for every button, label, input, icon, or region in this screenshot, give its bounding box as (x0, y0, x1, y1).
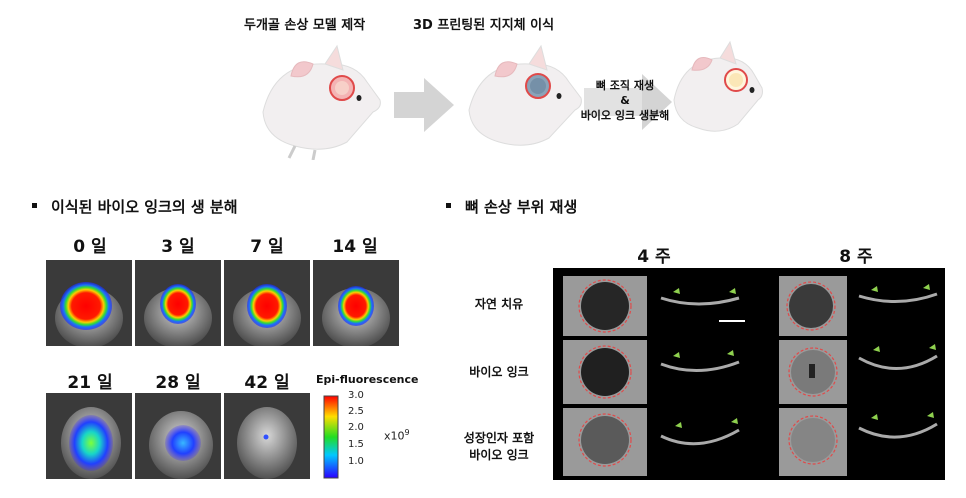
panel-day-21 (46, 393, 132, 479)
row-label-growthfactor-line2: 바이오 잉크 (469, 448, 529, 462)
colorbar-unit-base: x10 (384, 429, 405, 443)
arrow-label-line2: & (620, 94, 630, 107)
colorbar-tick-1.0: 1.0 (348, 456, 364, 467)
arrow-label: 뼈 조직 재생 & 바이오 잉크 생분해 (566, 78, 684, 123)
row-label-growthfactor-line1: 성장인자 포함 (463, 431, 535, 445)
panel-day-7 (224, 260, 310, 346)
day-label-14: 14 일 (332, 237, 378, 257)
day-label-28: 28 일 (155, 373, 201, 393)
micro-ct-panel (553, 268, 945, 480)
day-label-42: 42 일 (244, 373, 290, 393)
colorbar-unit: x109 (384, 428, 410, 443)
rat-image-injury (262, 44, 381, 160)
fluorescence-row-2 (46, 393, 310, 479)
process-arrow-2 (584, 74, 672, 130)
colorbar-tick-2.5: 2.5 (348, 406, 364, 417)
day-label-21: 21 일 (67, 373, 113, 393)
day-label-7: 7 일 (250, 237, 284, 257)
stage1-label: 두개골 손상 모델 제작 (244, 18, 366, 33)
row-label-bioink: 바이오 잉크 (469, 365, 529, 379)
panel-day-28 (135, 393, 221, 479)
ct-row-natural (563, 276, 938, 336)
arrow-label-line3: 바이오 잉크 생분해 (580, 109, 670, 122)
ct-row-growthfactor (563, 408, 938, 476)
week-label-4: 4 주 (637, 247, 671, 267)
row-label-growthfactor: 성장인자 포함 바이오 잉크 (444, 430, 554, 464)
panel-day-3 (135, 260, 221, 346)
rat-image-regenerated (673, 40, 763, 132)
day-label-0: 0 일 (73, 237, 107, 257)
week-label-8: 8 주 (839, 247, 873, 267)
colorbar (323, 395, 339, 479)
colorbar-unit-exponent: 9 (404, 428, 410, 437)
panel-day-42 (224, 393, 310, 479)
fluorescence-row-1 (46, 260, 399, 346)
panel-day-0 (46, 260, 132, 346)
degradation-section-title: 이식된 바이오 잉크의 생 분해 (32, 196, 238, 217)
bullet-icon (446, 203, 451, 208)
stage2-label: 3D 프린팅된 지지체 이식 (413, 18, 555, 33)
colorbar-title: Epi-fluorescence (316, 373, 419, 386)
degradation-title-text: 이식된 바이오 잉크의 생 분해 (51, 198, 238, 216)
ct-row-bioink (563, 340, 938, 404)
regeneration-title-text: 뼈 손상 부위 재생 (465, 198, 578, 216)
panel-day-14 (313, 260, 399, 346)
arrow-label-line1: 뼈 조직 재생 (595, 79, 655, 92)
regeneration-section-title: 뼈 손상 부위 재생 (446, 196, 577, 217)
colorbar-tick-2.0: 2.0 (348, 422, 364, 433)
day-label-3: 3 일 (161, 237, 195, 257)
bullet-icon (32, 203, 37, 208)
colorbar-tick-1.5: 1.5 (348, 439, 364, 450)
process-arrow-1 (394, 78, 454, 132)
row-label-natural: 자연 치유 (474, 297, 524, 311)
rat-image-implant (468, 44, 582, 146)
colorbar-tick-3.0: 3.0 (348, 390, 364, 401)
